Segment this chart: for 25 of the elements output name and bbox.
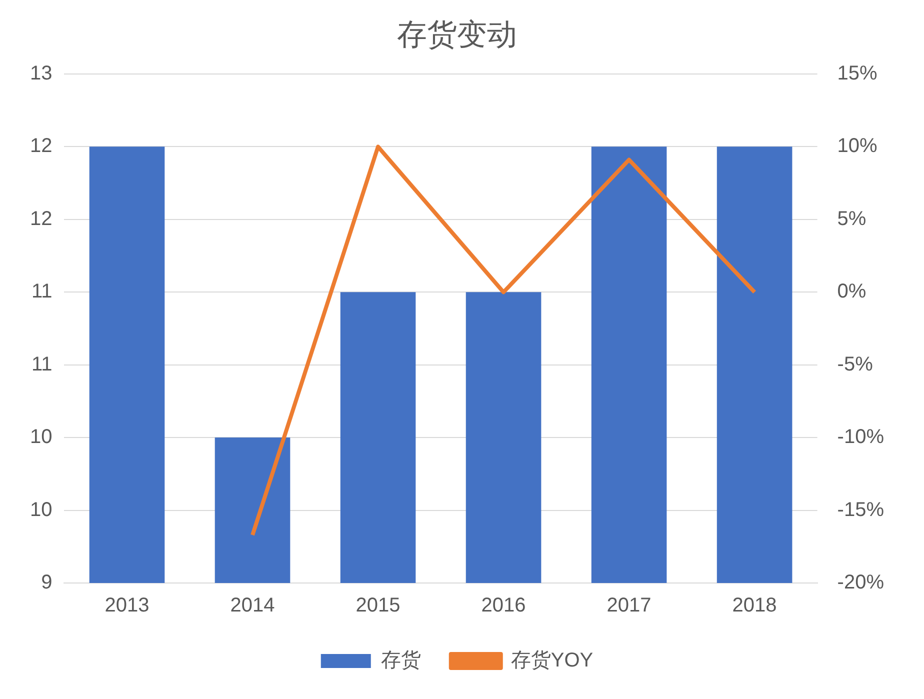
y2-tick-label: 15% bbox=[837, 62, 878, 85]
y-tick-label: 11 bbox=[31, 353, 52, 376]
y2-tick-label: -10% bbox=[837, 426, 884, 448]
chart-title: 存货变动 bbox=[397, 18, 517, 52]
y2-tick-label: -5% bbox=[837, 353, 874, 376]
y2-tick-label: 0% bbox=[837, 280, 866, 303]
y-tick-label: 11 bbox=[31, 280, 52, 303]
y-tick-label: 10 bbox=[30, 426, 52, 448]
x-tick-label: 2014 bbox=[230, 594, 275, 617]
y-tick-label: 10 bbox=[30, 498, 52, 521]
y2-tick-label: 5% bbox=[837, 208, 866, 230]
y2-tick-label: -20% bbox=[837, 572, 884, 594]
x-tick-label: 2016 bbox=[481, 594, 526, 617]
y-tick-label: 9 bbox=[41, 572, 52, 594]
y-tick-label: 12 bbox=[30, 135, 52, 158]
x-tick-label: 2015 bbox=[356, 594, 400, 617]
legend-label: 存货YOY bbox=[510, 650, 594, 672]
legend-label: 存货 bbox=[380, 650, 421, 672]
x-tick-label: 2018 bbox=[732, 594, 777, 617]
x-tick-label: 2013 bbox=[104, 594, 150, 617]
y2-tick-label: -15% bbox=[837, 498, 884, 521]
y2-tick-label: 10% bbox=[837, 135, 878, 158]
y-tick-label: 12 bbox=[30, 208, 52, 230]
y-tick-label: 13 bbox=[30, 62, 52, 85]
x-tick-label: 2017 bbox=[606, 594, 652, 617]
